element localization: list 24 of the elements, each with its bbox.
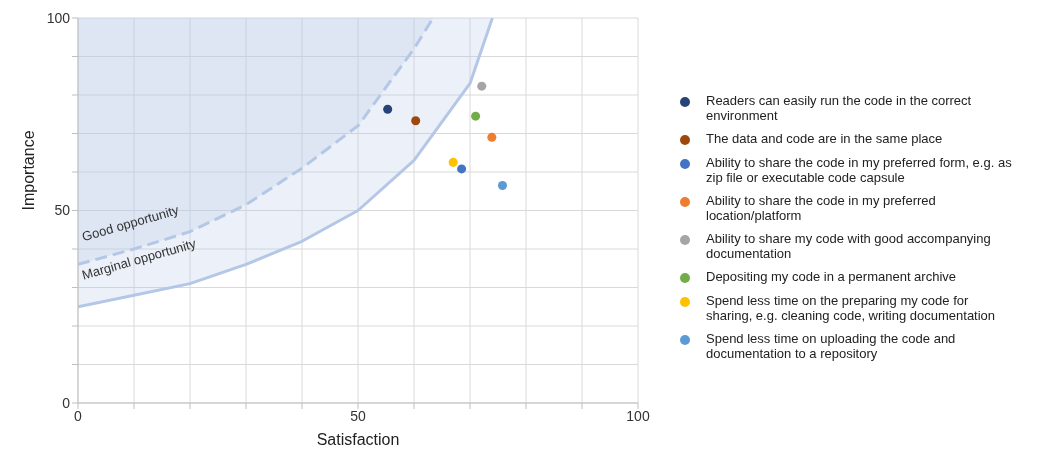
- legend-label: Ability to share my code with good accompanying documentation: [706, 230, 992, 261]
- y-tick-label: 100: [46, 9, 71, 26]
- point: [383, 104, 393, 114]
- y-axis-title: Importance: [19, 130, 37, 211]
- legend-label: The data and code are in the same place: [706, 130, 943, 146]
- x-tick-label: 100: [626, 407, 650, 424]
- point: [497, 180, 507, 190]
- point: [471, 111, 481, 121]
- point: [448, 157, 458, 167]
- point: [411, 116, 421, 126]
- x-axis-title: Satisfaction: [316, 431, 400, 448]
- legend-label: Spend less time on uploading the code and documentation to a repository: [706, 330, 957, 361]
- point: [477, 81, 487, 91]
- y-tick-label: 0: [62, 394, 71, 411]
- legend-label: Depositing my code in a permanent archive: [706, 268, 957, 284]
- point: [487, 132, 497, 142]
- x-tick-label: 0: [74, 407, 83, 424]
- legend-label: Spend less time on the preparing my code for sharing, e.g. cleaning code, writing documentation: [706, 292, 997, 323]
- legend-label: Ability to share the code in my preferred form, e.g. as zip file or executable code capsule: [706, 154, 1013, 185]
- point: [457, 164, 467, 174]
- x-tick-label: 50: [350, 407, 366, 424]
- legend-label: Readers can easily run the code in the correct environment: [706, 92, 973, 123]
- legend-label: Ability to share the code in my preferred location/platform: [706, 192, 937, 223]
- y-tick-label: 50: [54, 202, 71, 219]
